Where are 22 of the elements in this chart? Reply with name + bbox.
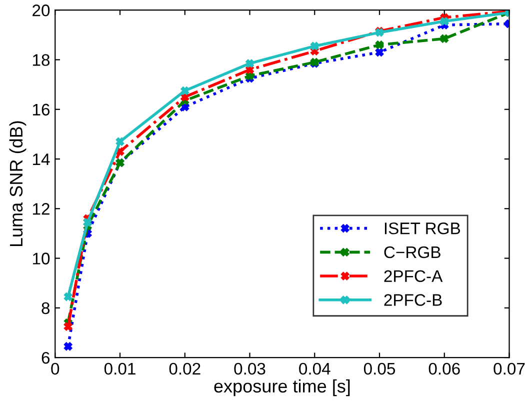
x-tick-label: 0.03 xyxy=(234,362,266,375)
y-tick-label: 16 xyxy=(33,104,50,116)
x-tick-label: 0.01 xyxy=(104,362,136,375)
x-tick-label: 0.07 xyxy=(494,362,525,375)
y-axis-title: Luma SNR (dB) xyxy=(9,121,26,246)
x-axis-title: exposure time [s] xyxy=(214,379,350,396)
y-tick-label: 18 xyxy=(33,54,50,66)
legend-label: 2PFC-A xyxy=(384,270,443,282)
legend-label: ISET RGB xyxy=(384,222,460,234)
y-tick-label: 12 xyxy=(33,203,50,215)
y-tick-label: 8 xyxy=(42,302,50,314)
y-tick-label: 10 xyxy=(33,252,50,264)
y-tick-label: 14 xyxy=(33,154,50,166)
y-tick-label: 6 xyxy=(42,352,50,364)
x-tick-label: 0 xyxy=(51,362,60,375)
x-tick-label: 0.04 xyxy=(299,362,330,375)
x-tick-label: 0.06 xyxy=(428,362,460,375)
x-tick-label: 0.05 xyxy=(364,362,396,375)
legend-label: 2PFC-B xyxy=(384,294,442,306)
y-tick-label: 20 xyxy=(32,4,50,16)
legend-label: C−RGB xyxy=(384,246,440,258)
x-tick-label: 0.02 xyxy=(169,362,200,375)
